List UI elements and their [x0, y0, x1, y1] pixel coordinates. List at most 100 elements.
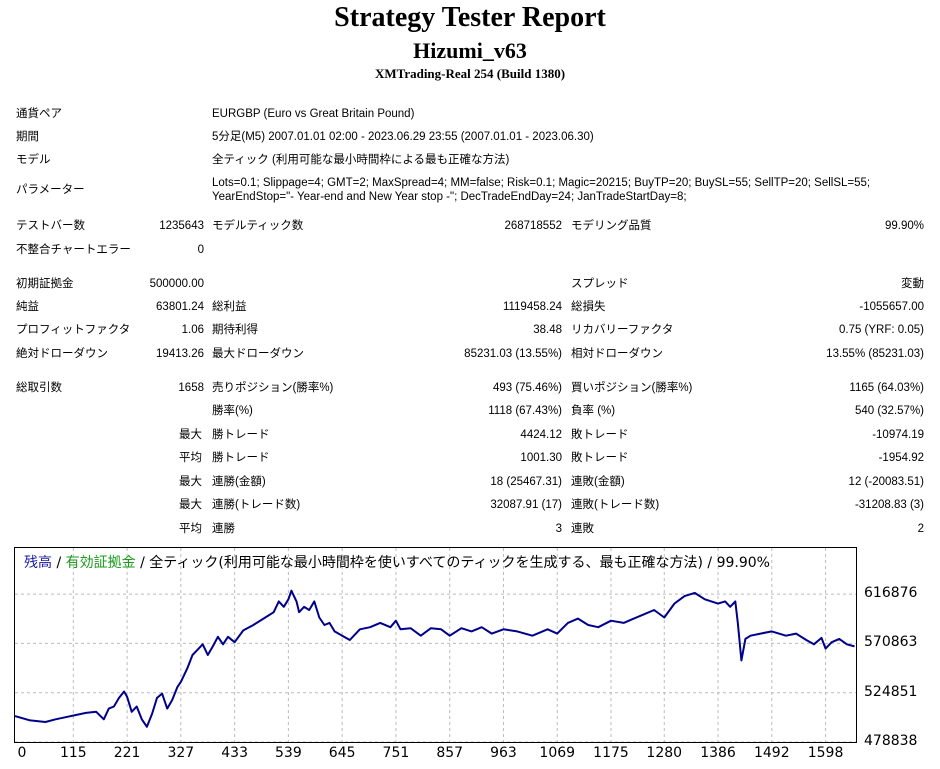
gross-loss-label: 総損失 — [571, 301, 606, 313]
consec-wins-trades-value: 32087.91 (17) — [490, 499, 562, 511]
total-trades-value: 1658 — [178, 382, 204, 394]
quality-label: モデリング品質 — [571, 220, 652, 232]
y-tick-label: 478838 — [864, 733, 918, 749]
info-value-period: 5分足(M5) 2007.01.01 02:00 - 2023.06.29 23… — [212, 131, 594, 143]
gross-profit-label: 総利益 — [212, 301, 247, 313]
loss-rate-value: 540 (32.57%) — [854, 405, 924, 417]
average-loss-value: -1954.92 — [878, 452, 924, 464]
consec-wins-money-label: 連勝(金額) — [212, 476, 266, 488]
absolute-drawdown-label: 絶対ドローダウン — [16, 348, 108, 360]
avg-consec-word: 平均 — [179, 523, 202, 535]
x-tick-label: 1069 — [539, 745, 576, 761]
deposit-label: 初期証拠金 — [16, 278, 74, 290]
max-consec-money-word: 最大 — [179, 476, 202, 488]
x-tick-label: 0 — [17, 745, 27, 761]
loss-rate-label: 負率 (%) — [571, 405, 616, 417]
win-rate-label: 勝率(%) — [212, 405, 253, 417]
gross-loss-value: -1055657.00 — [859, 301, 924, 313]
balance-series-line — [15, 589, 855, 728]
legend-separator: / — [52, 555, 66, 571]
x-tick-label: 857 — [436, 745, 464, 761]
max-consec-trades-word: 最大 — [179, 499, 202, 511]
info-label-symbol: 通貨ペア — [16, 108, 62, 120]
net-profit-label: 純益 — [16, 301, 39, 313]
info-label-period: 期間 — [16, 131, 39, 143]
long-positions-value: 1165 (64.03%) — [849, 382, 924, 394]
consec-losses-trades-label: 連敗(トレード数) — [571, 499, 660, 511]
x-tick-label: 221 — [113, 745, 141, 761]
consec-losses-money-label: 連敗(金額) — [571, 476, 625, 488]
legend-equity: 有効証拠金 — [65, 555, 136, 571]
relative-drawdown-value: 13.55% (85231.03) — [826, 348, 924, 360]
balance-chart-plot — [15, 548, 856, 742]
y-tick-label: 524851 — [864, 683, 918, 700]
recovery-factor-label: リカバリーファクタ — [571, 324, 674, 336]
balance-chart — [14, 547, 857, 743]
x-tick-label: 327 — [167, 745, 195, 761]
bars-label: テストバー数 — [16, 220, 85, 232]
long-positions-label: 買いポジション(勝率%) — [571, 382, 693, 394]
bars-value: 1235643 — [159, 220, 204, 232]
largest-win-value: 4424.12 — [520, 429, 562, 441]
mismatch-label: 不整合チャートエラー — [16, 244, 131, 256]
x-tick-label: 645 — [328, 745, 356, 761]
x-tick-label: 1492 — [753, 745, 790, 761]
ticks-label: モデルティック数 — [212, 220, 304, 232]
x-tick-label: 963 — [490, 745, 517, 761]
largest-word: 最大 — [179, 429, 202, 441]
total-trades-label: 総取引数 — [16, 382, 62, 394]
y-tick-label: 570863 — [864, 634, 918, 651]
mismatch-value: 0 — [197, 244, 204, 256]
consec-losses-money-value: 12 (-20083.51) — [848, 476, 924, 488]
x-tick-label: 539 — [275, 745, 302, 761]
chart-legend: 残高 / 有効証拠金 / 全ティック(利用可能な最小時間枠を使いすべてのティック… — [24, 552, 770, 572]
consec-losses-trades-value: -31208.83 (3) — [854, 499, 924, 511]
x-tick-label: 1598 — [807, 745, 844, 761]
largest-loss-label: 敗トレード — [571, 429, 629, 441]
report-title: Strategy Tester Report — [334, 2, 606, 33]
relative-drawdown-label: 相対ドローダウン — [571, 348, 663, 360]
profit-factor-value: 1.06 — [181, 324, 204, 336]
average-win-value: 1001.30 — [520, 452, 562, 464]
deposit-value: 500000.00 — [149, 278, 204, 290]
spread-value: 変動 — [901, 278, 924, 290]
avg-consec-wins-label: 連勝 — [212, 523, 235, 535]
quality-value: 99.90% — [884, 220, 924, 232]
ticks-value: 268718552 — [504, 220, 562, 232]
info-label-parameters: パラメーター — [16, 184, 85, 196]
maximal-drawdown-label: 最大ドローダウン — [212, 348, 304, 360]
x-tick-label: 433 — [221, 745, 248, 761]
avg-consec-wins-value: 3 — [555, 523, 562, 535]
recovery-factor-value: 0.75 (YRF: 0.05) — [838, 324, 924, 336]
avg-consec-losses-label: 連敗 — [571, 523, 594, 535]
expert-name: Hizumi_v63 — [413, 38, 527, 63]
x-tick-label: 1175 — [593, 745, 629, 761]
y-tick-label: 616876 — [864, 585, 918, 602]
average-win-label: 勝トレード — [212, 452, 270, 464]
net-profit-value: 63801.24 — [156, 301, 204, 313]
consec-wins-money-value: 18 (25467.31) — [490, 476, 562, 488]
largest-loss-value: -10974.19 — [872, 429, 924, 441]
x-tick-label: 751 — [382, 745, 410, 761]
expected-payoff-value: 38.48 — [533, 324, 562, 336]
maximal-drawdown-value: 85231.03 (13.55%) — [464, 348, 562, 360]
absolute-drawdown-value: 19413.26 — [156, 348, 204, 360]
legend-description: 全ティック(利用可能な最小時間枠を使いすべてのティックを生成する、最も正確な方法… — [149, 555, 770, 571]
win-rate-value: 1118 (67.43%) — [488, 405, 562, 417]
avg-consec-losses-value: 2 — [917, 523, 924, 535]
info-value-parameters: Lots=0.1; Slippage=4; GMT=2; MaxSpread=4… — [212, 177, 871, 203]
x-tick-label: 1386 — [700, 745, 736, 761]
legend-separator-2: / — [135, 555, 150, 571]
consec-wins-trades-label: 連勝(トレード数) — [212, 499, 301, 511]
average-word: 平均 — [179, 452, 202, 464]
info-value-symbol: EURGBP (Euro vs Great Britain Pound) — [212, 108, 415, 120]
largest-win-label: 勝トレード — [212, 429, 270, 441]
x-tick-label: 1280 — [646, 745, 683, 761]
server-build: XMTrading-Real 254 (Build 1380) — [374, 66, 566, 81]
info-label-model: モデル — [16, 154, 51, 166]
short-positions-value: 493 (75.46%) — [492, 382, 562, 394]
x-tick-label: 115 — [59, 745, 87, 761]
spread-label: スプレッド — [571, 278, 629, 290]
legend-balance: 残高 — [24, 555, 52, 571]
gross-profit-value: 1119458.24 — [502, 301, 562, 313]
